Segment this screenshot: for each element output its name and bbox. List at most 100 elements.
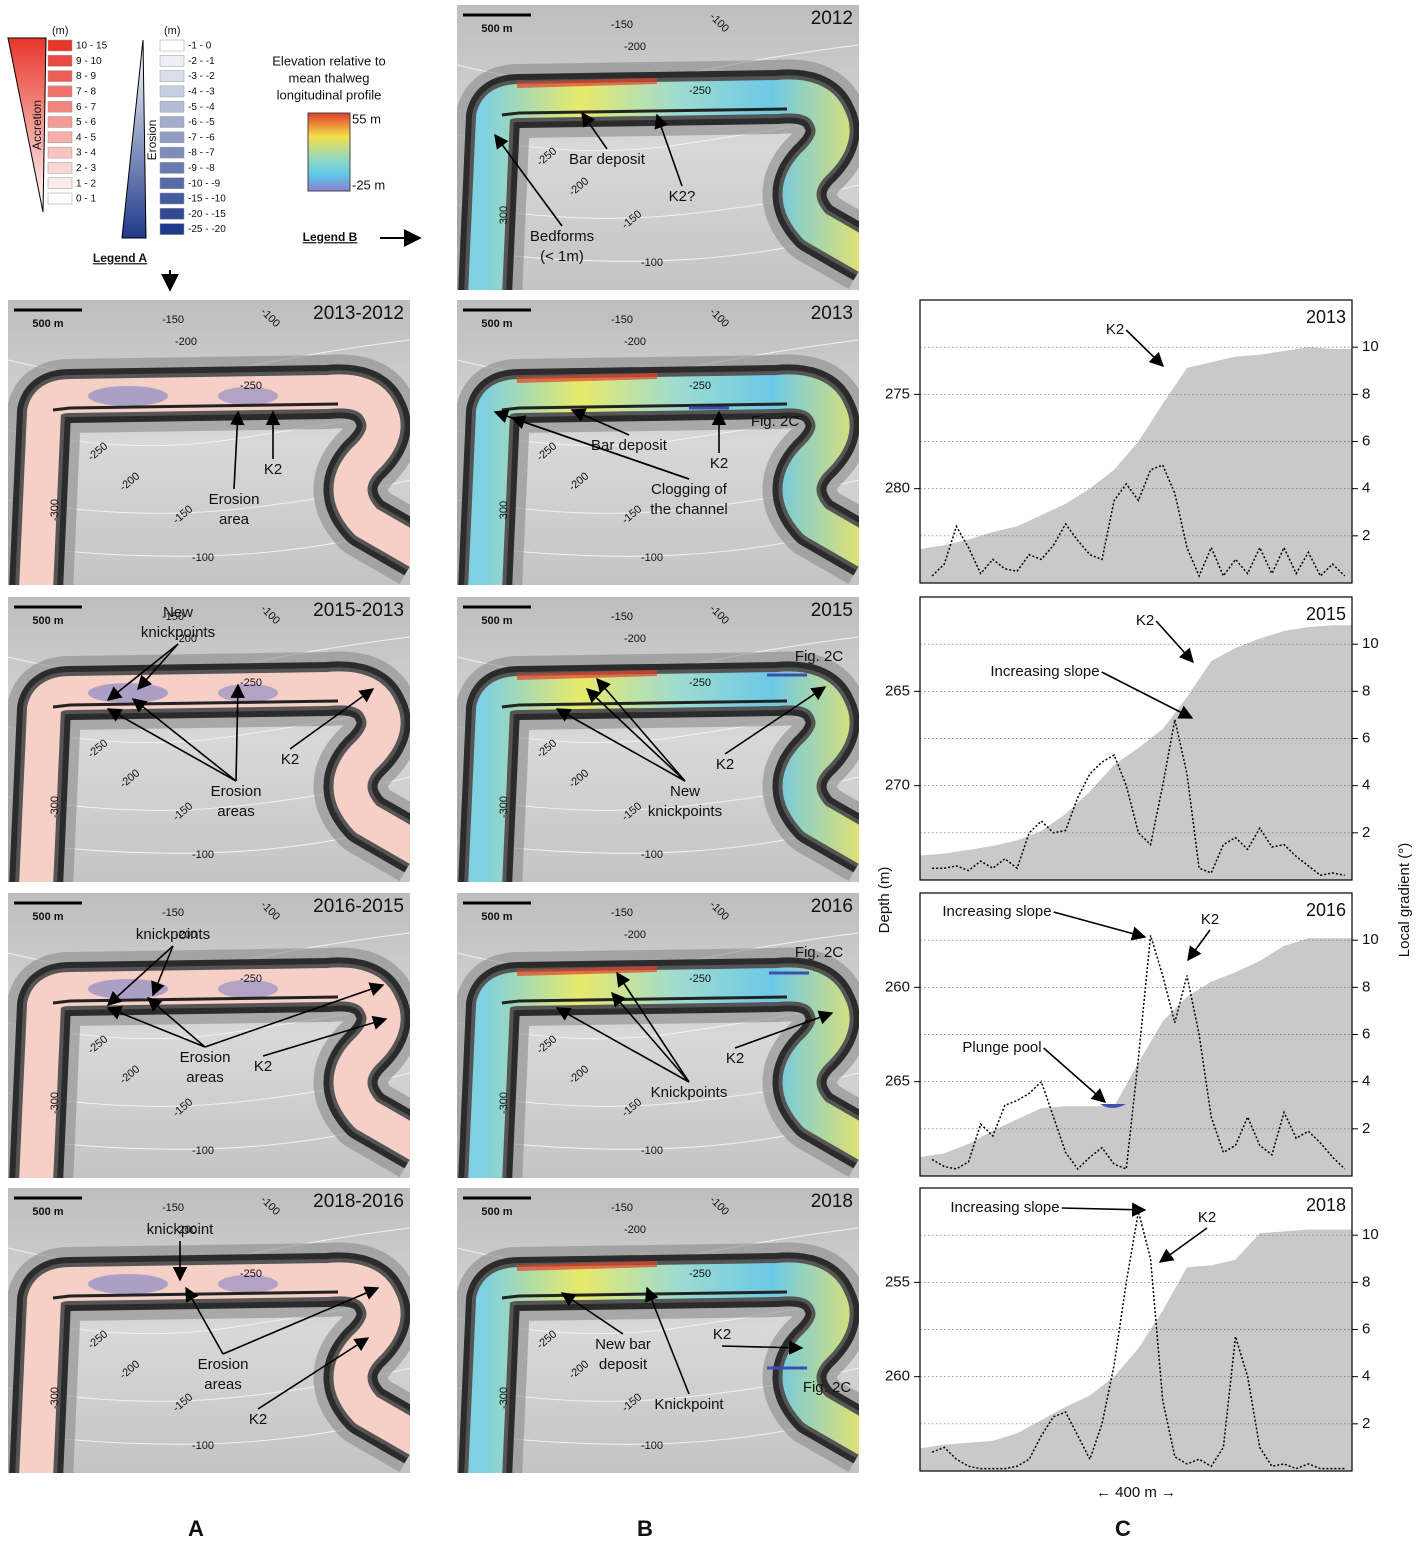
contour-label: -200	[624, 41, 646, 53]
arrow	[645, 1286, 690, 1395]
arrow	[654, 113, 683, 187]
thalweg	[501, 1290, 788, 1300]
scale-label: 500 m	[481, 615, 512, 627]
maps: 500 m 2012 -150 -100 -200 -250 -250 -200 -150 300…	[8, 5, 859, 1473]
annotation: Bar deposit	[591, 437, 668, 454]
swatch	[47, 100, 73, 113]
scale-label: 500 m	[481, 318, 512, 330]
scale-label: 500 m	[481, 1206, 512, 1218]
ramp-max: 55 m	[352, 111, 381, 126]
y2-tick-label: 10	[1362, 1226, 1379, 1243]
legend-b: 55 m -25 m Legend B Elevation relative t…	[272, 53, 422, 247]
thalweg	[501, 402, 788, 412]
scale-label: 500 m	[481, 911, 512, 923]
annotation: deposit	[599, 1356, 648, 1373]
contour-label: -250	[689, 973, 711, 985]
map: 500 m 2013-150 -100-200-250-250-200-150300…	[457, 300, 859, 585]
contour-label: -100	[641, 1440, 663, 1452]
contour-label: -300	[49, 1092, 61, 1114]
y-tick-label: 265	[885, 1073, 910, 1090]
map: 500 m 2013-2012-150 -100-200-250-250-200-1…	[8, 300, 410, 585]
y2-tick-label: 6	[1362, 1025, 1370, 1042]
contour-label: -100	[641, 1145, 663, 1157]
channel-floor	[19, 1262, 410, 1473]
y2-tick-label: 6	[1362, 729, 1370, 746]
arrow	[596, 677, 686, 782]
contour-label: -150	[611, 1202, 633, 1214]
contour-label: -200	[624, 633, 646, 645]
annotation: Erosion	[180, 1049, 231, 1066]
legend-caption: mean thalweg	[289, 70, 370, 85]
legend-a: Accretion Erosion (m) (m) Legend A 10 - …	[7, 25, 226, 292]
map: 500 m 2015-150 -100-200-250-250-200-150-30…	[457, 597, 859, 882]
swatch	[47, 116, 73, 128]
figure-ref: Fig. 2C	[803, 1379, 852, 1396]
annotation: Erosion	[209, 491, 260, 508]
legend-class: -6 - -5	[188, 117, 215, 128]
depth-area	[920, 625, 1352, 880]
contour-label: -150	[162, 907, 184, 919]
contour-label: -250	[240, 677, 262, 689]
contour-label: -300	[498, 1092, 510, 1114]
contour-label: -200	[624, 336, 646, 348]
erosion-patch	[88, 1274, 168, 1294]
depth-area	[920, 347, 1352, 583]
arrow	[1125, 329, 1165, 368]
unit-label: (m)	[164, 25, 181, 37]
map-title: 2018	[811, 1191, 853, 1212]
arrow	[230, 410, 245, 490]
arrow	[151, 945, 174, 997]
depth-area	[920, 938, 1352, 1176]
scale-label: 500 m	[32, 615, 63, 627]
erosion-label: Erosion	[145, 120, 159, 161]
annotation: areas	[186, 1069, 224, 1086]
annotation: K2	[1136, 612, 1154, 629]
arrow	[1101, 671, 1194, 719]
contour-label: -100	[192, 849, 214, 861]
accretion-label: Accretion	[30, 100, 44, 150]
swatch	[47, 70, 73, 82]
arrow	[1158, 1227, 1208, 1263]
annotation: Clogging of	[651, 481, 728, 498]
arrow	[724, 686, 827, 755]
annotation: Knickpoints	[651, 1084, 728, 1101]
map-title: 2012	[811, 8, 853, 29]
map-title: 2015-2013	[313, 600, 404, 621]
legend-class: 6 - 7	[76, 102, 96, 113]
swatch	[159, 192, 185, 205]
channel-rim	[516, 373, 658, 383]
swatch	[47, 192, 73, 205]
chart-title: 2013	[1306, 307, 1346, 327]
thalweg	[52, 995, 339, 1005]
arrow	[137, 643, 179, 691]
y2-tick-label: 8	[1362, 682, 1370, 699]
y2-tick-label: 8	[1362, 978, 1370, 995]
legend-class: -20 - -15	[188, 209, 226, 220]
arrow	[555, 708, 686, 782]
annotation: K2	[726, 1050, 744, 1067]
y-tick-label: 265	[885, 682, 910, 699]
map-body	[8, 300, 410, 585]
y2-tick-label: 8	[1362, 1273, 1370, 1290]
annotation: knickpoint	[147, 1221, 215, 1238]
scale-label: 500 m	[32, 318, 63, 330]
contour-label: -150	[162, 1202, 184, 1214]
annotation: K2	[264, 461, 282, 478]
swatch	[159, 85, 185, 98]
legend-class: 10 - 15	[76, 41, 108, 52]
legend-class: -9 - -8	[188, 163, 215, 174]
legend-class: 8 - 9	[76, 71, 96, 82]
legend-title: Legend B	[303, 230, 358, 244]
map: 500 m 2018-2016-150 -100-200-250-250-200-1…	[8, 1188, 410, 1473]
annotation: K2	[281, 751, 299, 768]
legend-class: -25 - -20	[188, 224, 226, 235]
swatch	[159, 131, 185, 144]
swatch	[159, 55, 185, 67]
annotation: K2	[254, 1058, 272, 1075]
map: 500 m 2018-150 -100-200-250-250-200-150-30…	[457, 1188, 859, 1473]
swatch	[159, 70, 185, 82]
erosion-patch	[218, 980, 278, 998]
channel-floor	[468, 374, 859, 585]
thalweg	[501, 995, 788, 1005]
